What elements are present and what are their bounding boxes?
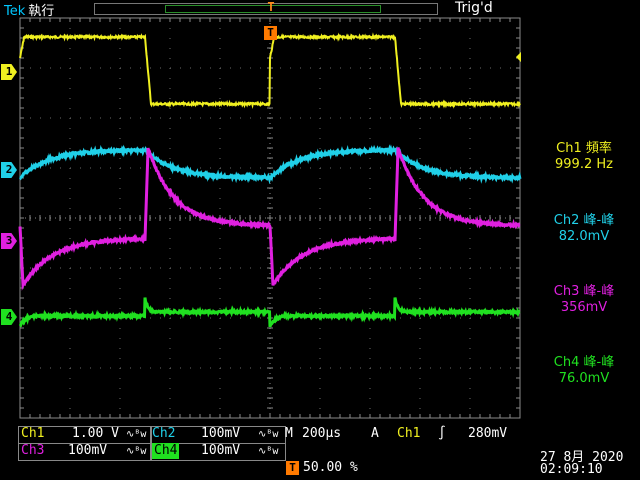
run-state: 執行 [28,4,55,19]
brand-logo: Tek [4,4,26,19]
ch2-bw-limit-icon: ∿ᴮw [258,429,279,440]
trigger-label: A [371,426,379,441]
measurement-label: Ch1 頻率 [556,141,612,156]
measurement-label: Ch3 峰-峰 [553,284,615,299]
measurement-value: 82.0mV [558,229,610,244]
measurement-value: 999.2 Hz [555,157,613,172]
ch3-waveform [18,147,521,291]
trigger-source[interactable]: Ch1 [397,426,421,441]
ch4-bw-limit-icon: ∿ᴮw [258,446,279,457]
ch1-ground-marker: 1 [1,64,17,80]
trigger-status: Trig'd [455,0,493,16]
measurement-ch1: Ch1 頻率 999.2 Hz [528,141,640,173]
record-view-window [165,5,381,13]
measurement-value: 76.0mV [558,371,610,386]
ch1-waveform [19,32,521,109]
ch2-scale-value: 100mV [201,426,241,441]
trigger-position-percent[interactable]: 50.00 % [303,460,358,475]
ch4-scale-label: Ch4 [152,443,180,459]
ch3-scale-box[interactable] [18,443,152,461]
ch3-bw-limit-icon: ∿ᴮw [126,446,147,457]
measurement-label: Ch2 峰-峰 [553,213,615,228]
ch1-scale-value: 1.00 V [72,426,119,441]
timebase-label: M [285,426,293,441]
ch2-scale-label: Ch2 [152,426,176,441]
measurement-ch4: Ch4 峰-峰 76.0mV [528,355,640,387]
trigger-position-icon: T [286,461,299,475]
trigger-position-marker: T [264,26,277,40]
ch3-scale-value: 100mV [68,443,108,458]
trigger-level[interactable]: 280mV [468,426,508,441]
ch1-scale-label: Ch1 [21,426,45,441]
ch4-waveform [19,297,521,328]
ch4-scale-value: 100mV [201,443,241,458]
record-view-bar [94,3,438,15]
ch3-ground-marker: 3 [1,233,17,249]
trigger-pos-top-marker: T [267,0,275,14]
ch2-waveform [19,144,522,185]
ch4-scale-box[interactable] [150,443,286,461]
time-display: 02:09:10 [540,462,603,477]
measurement-label: Ch4 峰-峰 [553,355,615,370]
measurement-ch2: Ch2 峰-峰 82.0mV [528,213,640,245]
trigger-level-arrow [516,52,521,62]
ch4-ground-marker: 4 [1,309,17,325]
ch2-ground-marker: 2 [1,162,17,178]
ch3-scale-label: Ch3 [21,443,45,458]
date-display: 27 8月 2020 [540,450,624,465]
measurement-ch3: Ch3 峰-峰 356mV [528,284,640,316]
header-brand: Tek 執行 [4,0,54,19]
timebase-value[interactable]: 200µs [302,426,342,441]
measurement-value: 356mV [560,300,608,315]
trigger-slope-icon[interactable]: ∫ [438,426,446,441]
ch1-bw-limit-icon: ∿ᴮw [126,429,147,440]
